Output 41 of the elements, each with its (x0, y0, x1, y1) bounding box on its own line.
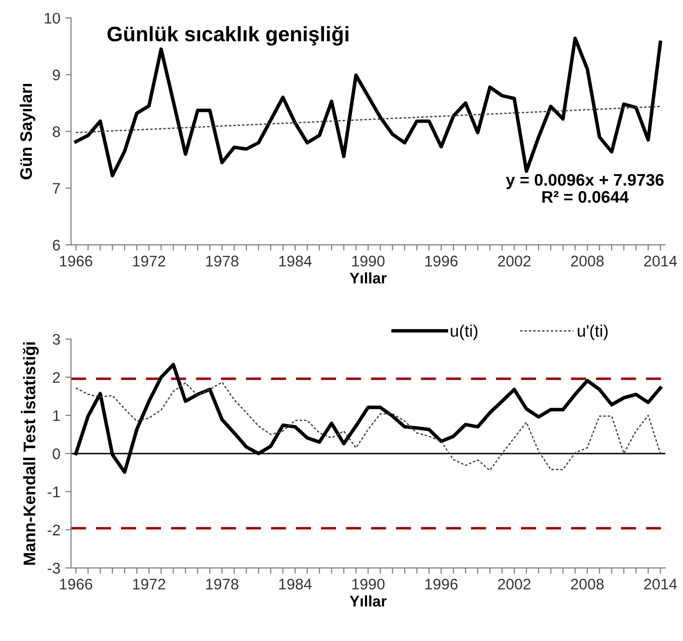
x-tick-label: 2014 (644, 256, 677, 266)
x-tick-label: 1996 (425, 256, 458, 266)
x-tick-label: 1990 (352, 256, 385, 266)
x-tick-label: 1972 (133, 578, 166, 590)
y-tick-label: 1 (53, 410, 60, 421)
annotation: y = 0.0096x + 7.9736 (506, 174, 664, 190)
y-axis-title: Gün Sayıları (20, 84, 36, 180)
x-tick-label: 2002 (498, 256, 530, 266)
chart-title: Günlük sıcaklık genişliği (108, 26, 348, 46)
x-tick-label: 1996 (425, 578, 458, 590)
x-tick-label: 1978 (206, 256, 238, 266)
x-tick-label: 1984 (279, 256, 312, 266)
y-tick-label: -3 (48, 562, 60, 574)
x-tick-label: 1990 (352, 578, 385, 590)
x-tick-label: 2002 (498, 578, 530, 590)
x-tick-label: 2014 (644, 578, 677, 590)
x-tick-label: 1966 (60, 256, 92, 266)
y-tick-label: 0 (52, 448, 60, 460)
y-tick-label: -1 (48, 486, 60, 498)
annotation: R² = 0.0644 (542, 191, 629, 203)
y-tick-label: 2 (52, 372, 60, 383)
x-tick-label: 2008 (571, 256, 604, 266)
y-tick-label: 6 (52, 240, 60, 251)
x-axis-title: Yıllar (350, 272, 387, 284)
x-tick-label: 1984 (279, 578, 312, 590)
y-tick-label: 10 (44, 12, 60, 24)
line-series (74, 362, 662, 474)
x-tick-label: 2008 (571, 578, 604, 590)
legend-label: u'(ti) (578, 324, 608, 340)
x-axis-title: Yıllar (350, 595, 387, 607)
y-axis-title: Mann-Kendall Test İstatistiği (20, 342, 39, 565)
line-series (75, 382, 661, 471)
y-tick-label: -2 (48, 524, 60, 536)
y-tick-label: 8 (52, 126, 60, 138)
x-tick-label: 1978 (206, 578, 238, 590)
x-tick-label: 1972 (133, 256, 166, 266)
legend-label: u(ti) (450, 324, 478, 340)
y-tick-label: 7 (52, 183, 60, 194)
y-tick-label: 9 (52, 70, 60, 80)
x-tick-label: 1966 (60, 578, 92, 590)
y-tick-label: 3 (52, 334, 60, 345)
